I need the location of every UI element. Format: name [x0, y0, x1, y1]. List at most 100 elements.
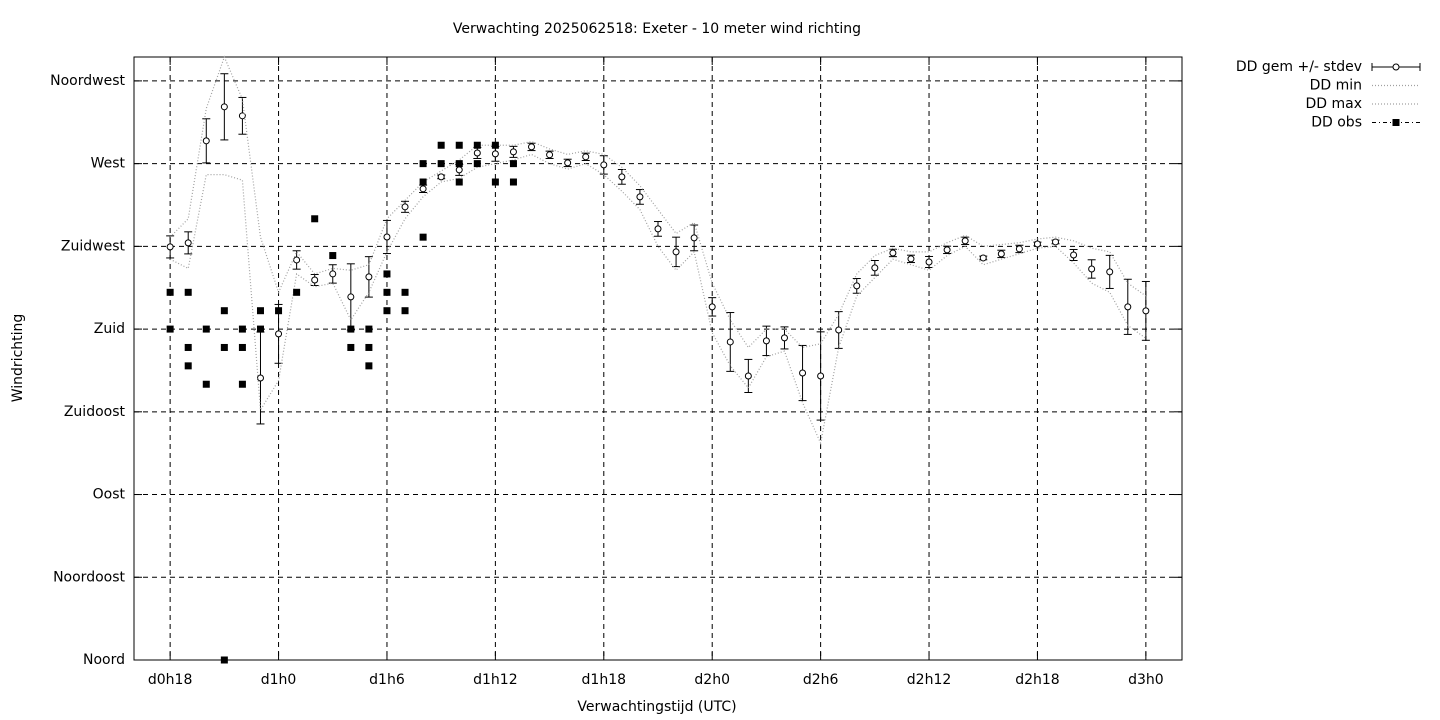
- y-tick-label: Zuid: [94, 321, 125, 337]
- mean-point: [1052, 238, 1060, 246]
- obs-point: [329, 252, 337, 260]
- legend-label: DD obs: [1311, 115, 1362, 131]
- mean-point: [979, 254, 987, 262]
- mean-point: [961, 237, 969, 245]
- mean-point: [509, 148, 517, 156]
- obs-point: [275, 307, 283, 315]
- mean-point: [491, 150, 499, 158]
- mean-point: [889, 249, 897, 257]
- obs-point: [220, 656, 228, 664]
- mean-point: [1106, 268, 1114, 276]
- obs-point: [509, 160, 517, 168]
- mean-point: [600, 161, 608, 169]
- mean-point: [473, 149, 481, 157]
- x-tick-label: d2h0: [694, 672, 730, 688]
- obs-point: [365, 343, 373, 351]
- obs-point: [383, 288, 391, 296]
- mean-point: [1015, 245, 1023, 253]
- obs-point: [419, 178, 427, 186]
- mean-point: [654, 225, 662, 233]
- x-tick-label: d1h18: [582, 672, 626, 688]
- obs-point: [509, 178, 517, 186]
- mean-point: [907, 255, 915, 263]
- mean-point: [997, 250, 1005, 258]
- mean-point: [871, 264, 879, 272]
- legend-marker: [1392, 119, 1400, 126]
- x-tick-label: d1h6: [369, 672, 405, 688]
- obs-point: [166, 288, 174, 296]
- plot-border: [133, 56, 1183, 661]
- mean-point: [582, 153, 590, 161]
- obs-point: [238, 343, 246, 351]
- obs-point: [347, 325, 355, 333]
- y-tick-label: Noordwest: [50, 73, 125, 89]
- obs-point: [455, 160, 463, 168]
- mean-point: [347, 293, 355, 301]
- range-line: [169, 55, 1147, 349]
- mean-point: [780, 334, 788, 342]
- mean-point: [762, 337, 770, 345]
- obs-point: [166, 325, 174, 333]
- obs-point: [347, 343, 355, 351]
- legend-label: DD max: [1305, 96, 1362, 112]
- obs-point: [184, 343, 192, 351]
- obs-point: [256, 307, 264, 315]
- mean-point: [455, 166, 463, 174]
- mean-point: [238, 112, 246, 120]
- mean-point: [672, 248, 680, 256]
- mean-point: [546, 151, 554, 159]
- x-tick-label: d1h0: [261, 672, 297, 688]
- mean-point: [184, 239, 192, 247]
- obs-point: [437, 160, 445, 168]
- mean-point: [293, 256, 301, 264]
- mean-point: [383, 233, 391, 241]
- legend-marker: [1392, 63, 1400, 71]
- mean-point: [1124, 303, 1132, 311]
- obs-point: [419, 233, 427, 241]
- mean-point: [275, 330, 283, 338]
- y-tick-label: Oost: [93, 487, 126, 503]
- mean-point: [835, 326, 843, 334]
- obs-point: [256, 325, 264, 333]
- obs-point: [419, 160, 427, 168]
- mean-point: [817, 372, 825, 380]
- mean-point: [311, 276, 319, 284]
- mean-point: [202, 137, 210, 145]
- obs-point: [383, 270, 391, 278]
- obs-point: [491, 178, 499, 186]
- mean-point: [166, 243, 174, 251]
- obs-point: [473, 141, 481, 149]
- obs-point: [455, 178, 463, 186]
- mean-point: [437, 173, 445, 181]
- mean-point: [799, 369, 807, 377]
- obs-point: [238, 325, 246, 333]
- obs-point: [365, 325, 373, 333]
- obs-point: [311, 215, 319, 223]
- mean-point: [528, 143, 536, 151]
- mean-point: [1142, 307, 1150, 315]
- obs-point: [220, 307, 228, 315]
- x-tick-label: d2h12: [907, 672, 951, 688]
- y-tick-label: West: [91, 156, 126, 172]
- x-tick-label: d0h18: [148, 672, 192, 688]
- obs-point: [184, 362, 192, 370]
- obs-point: [401, 307, 409, 315]
- obs-point: [473, 160, 481, 168]
- obs-point: [202, 380, 210, 388]
- mean-point: [401, 203, 409, 211]
- mean-point: [618, 173, 626, 181]
- y-tick-label: Zuidoost: [64, 404, 126, 420]
- mean-point: [329, 270, 337, 278]
- y-tick-label: Noord: [83, 652, 125, 668]
- mean-point: [1070, 251, 1078, 259]
- obs-point: [491, 141, 499, 149]
- range-line: [169, 153, 1147, 446]
- obs-point: [437, 141, 445, 149]
- mean-point: [726, 338, 734, 346]
- x-axis-label: Verwachtingstijd (UTC): [577, 699, 736, 715]
- x-tick-label: d3h0: [1128, 672, 1164, 688]
- legend-label: DD gem +/- stdev: [1236, 59, 1362, 75]
- obs-point: [220, 343, 228, 351]
- mean-point: [1088, 265, 1096, 273]
